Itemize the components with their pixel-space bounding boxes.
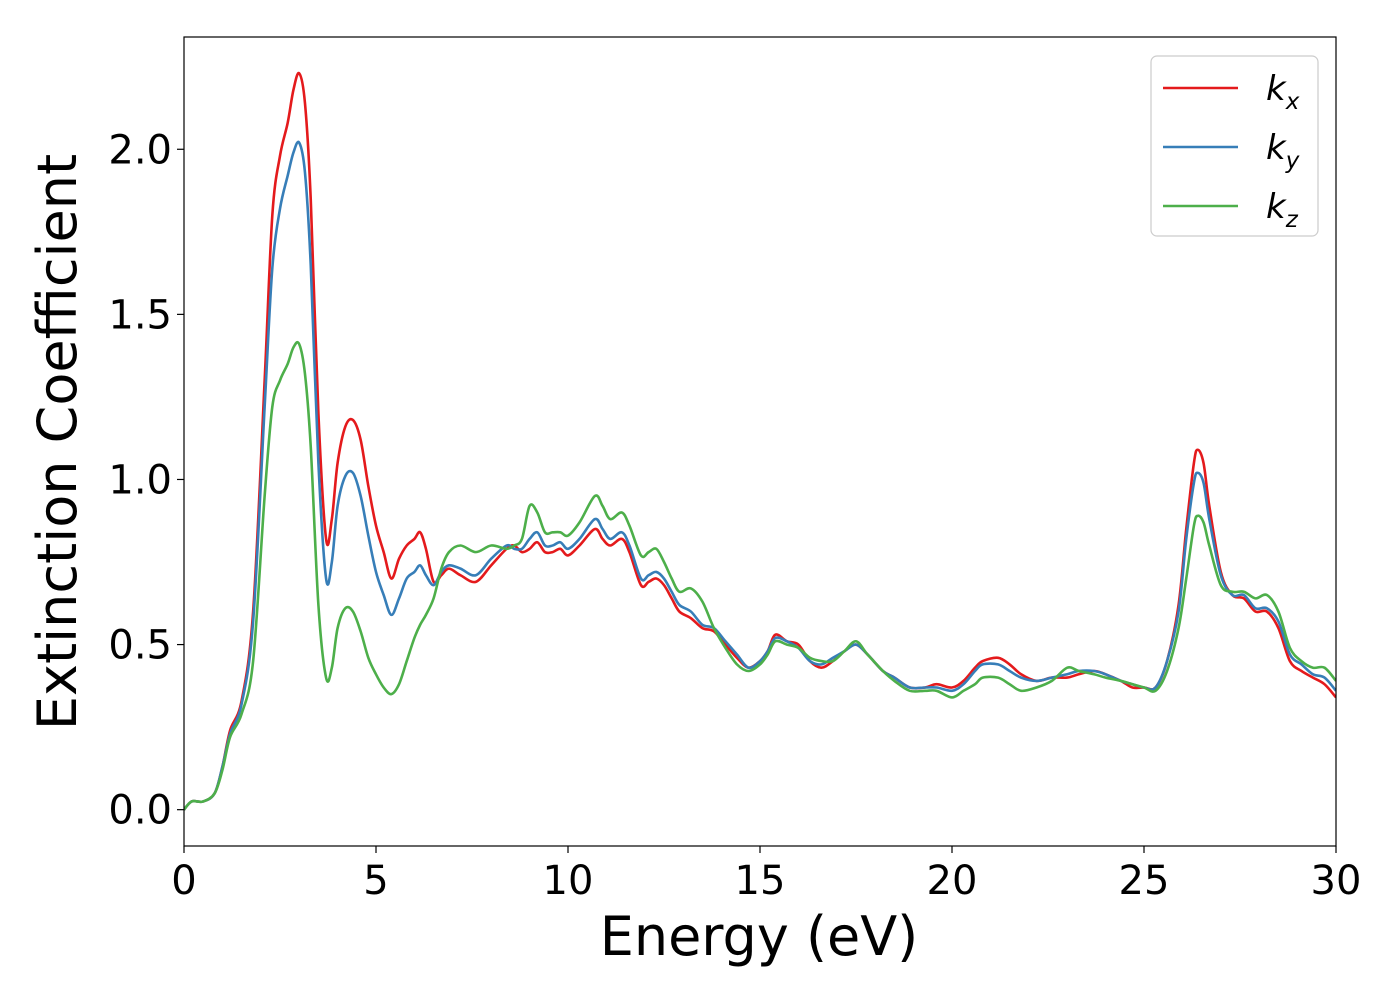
x-axis: 0 5 10 15 20 25 30 [171, 846, 1361, 904]
y-axis: 0.0 0.5 1.0 1.5 2.0 [108, 127, 184, 834]
x-tick-label: 15 [735, 858, 786, 904]
y-tick-label: 2.0 [108, 127, 172, 173]
y-tick-label: 1.0 [108, 457, 172, 503]
y-tick-label: 0.0 [108, 788, 172, 834]
legend-label-kz: kz [1266, 187, 1299, 233]
legend-label-kx: kx [1266, 69, 1300, 115]
series-line-kz [184, 340, 1336, 811]
y-axis-title: Extinction Coefficient [26, 154, 89, 730]
x-axis-title: Energy (eV) [600, 905, 919, 968]
legend-label-ky: ky [1266, 128, 1300, 174]
series-lines [184, 71, 1336, 811]
x-tick-label: 25 [1119, 858, 1170, 904]
y-tick-label: 0.5 [108, 623, 172, 669]
x-tick-label: 5 [363, 858, 388, 904]
plot-area [183, 36, 1337, 847]
y-tick-label: 1.5 [108, 292, 172, 338]
x-tick-label: 30 [1311, 858, 1362, 904]
x-tick-label: 10 [543, 858, 594, 904]
x-tick-label: 20 [927, 858, 978, 904]
x-tick-label: 0 [171, 858, 196, 904]
legend: kx ky kz [1150, 55, 1319, 237]
